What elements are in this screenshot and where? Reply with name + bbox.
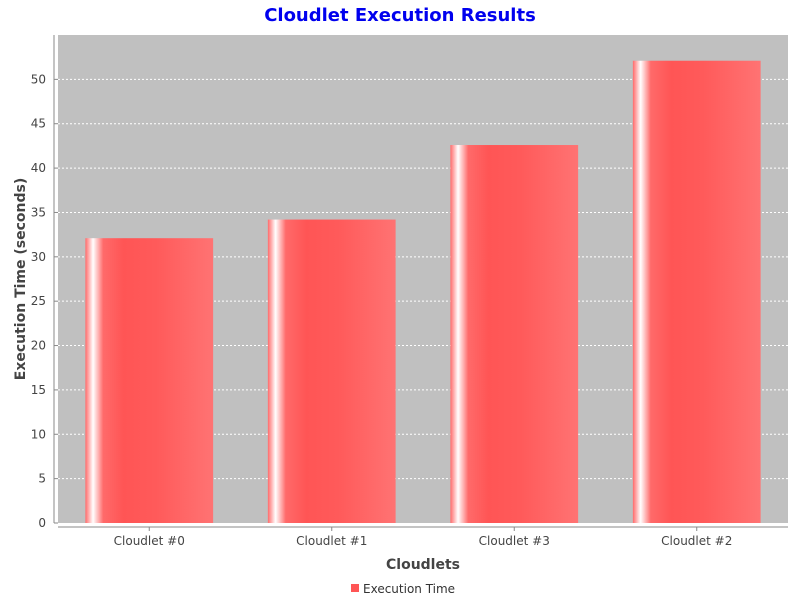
x-tick-label: Cloudlet #3 (479, 534, 550, 548)
y-tick-label: 0 (38, 516, 46, 530)
y-tick-label: 5 (38, 472, 46, 486)
y-tick-label: 40 (31, 161, 46, 175)
x-tick-label: Cloudlet #2 (661, 534, 732, 548)
y-tick-labels: 0 5 10 15 20 25 30 35 40 45 50 (31, 72, 58, 530)
bar (632, 60, 761, 524)
x-tick-label: Cloudlet #1 (296, 534, 367, 548)
x-tick-labels: Cloudlet #0 Cloudlet #1 Cloudlet #3 Cloudle… (114, 527, 732, 548)
y-tick-label: 25 (31, 294, 46, 308)
y-axis-label: Execution Time (seconds) (13, 178, 29, 380)
axes (53, 35, 788, 528)
bars (85, 60, 761, 524)
y-tick-label: 15 (31, 383, 46, 397)
x-axis-label: Cloudlets (386, 557, 460, 573)
bar (85, 238, 214, 523)
bar (450, 145, 579, 523)
legend-label: Execution Time (363, 582, 455, 596)
y-tick-label: 45 (31, 117, 46, 131)
bar (267, 219, 396, 523)
y-tick-label: 50 (31, 72, 46, 86)
legend-swatch (351, 584, 359, 592)
y-tick-label: 35 (31, 205, 46, 219)
y-tick-label: 30 (31, 250, 46, 264)
chart-title: Cloudlet Execution Results (264, 5, 536, 26)
y-tick-label: 20 (31, 339, 46, 353)
legend: Execution Time (351, 582, 455, 596)
x-tick-label: Cloudlet #0 (114, 534, 185, 548)
y-tick-label: 10 (31, 427, 46, 441)
